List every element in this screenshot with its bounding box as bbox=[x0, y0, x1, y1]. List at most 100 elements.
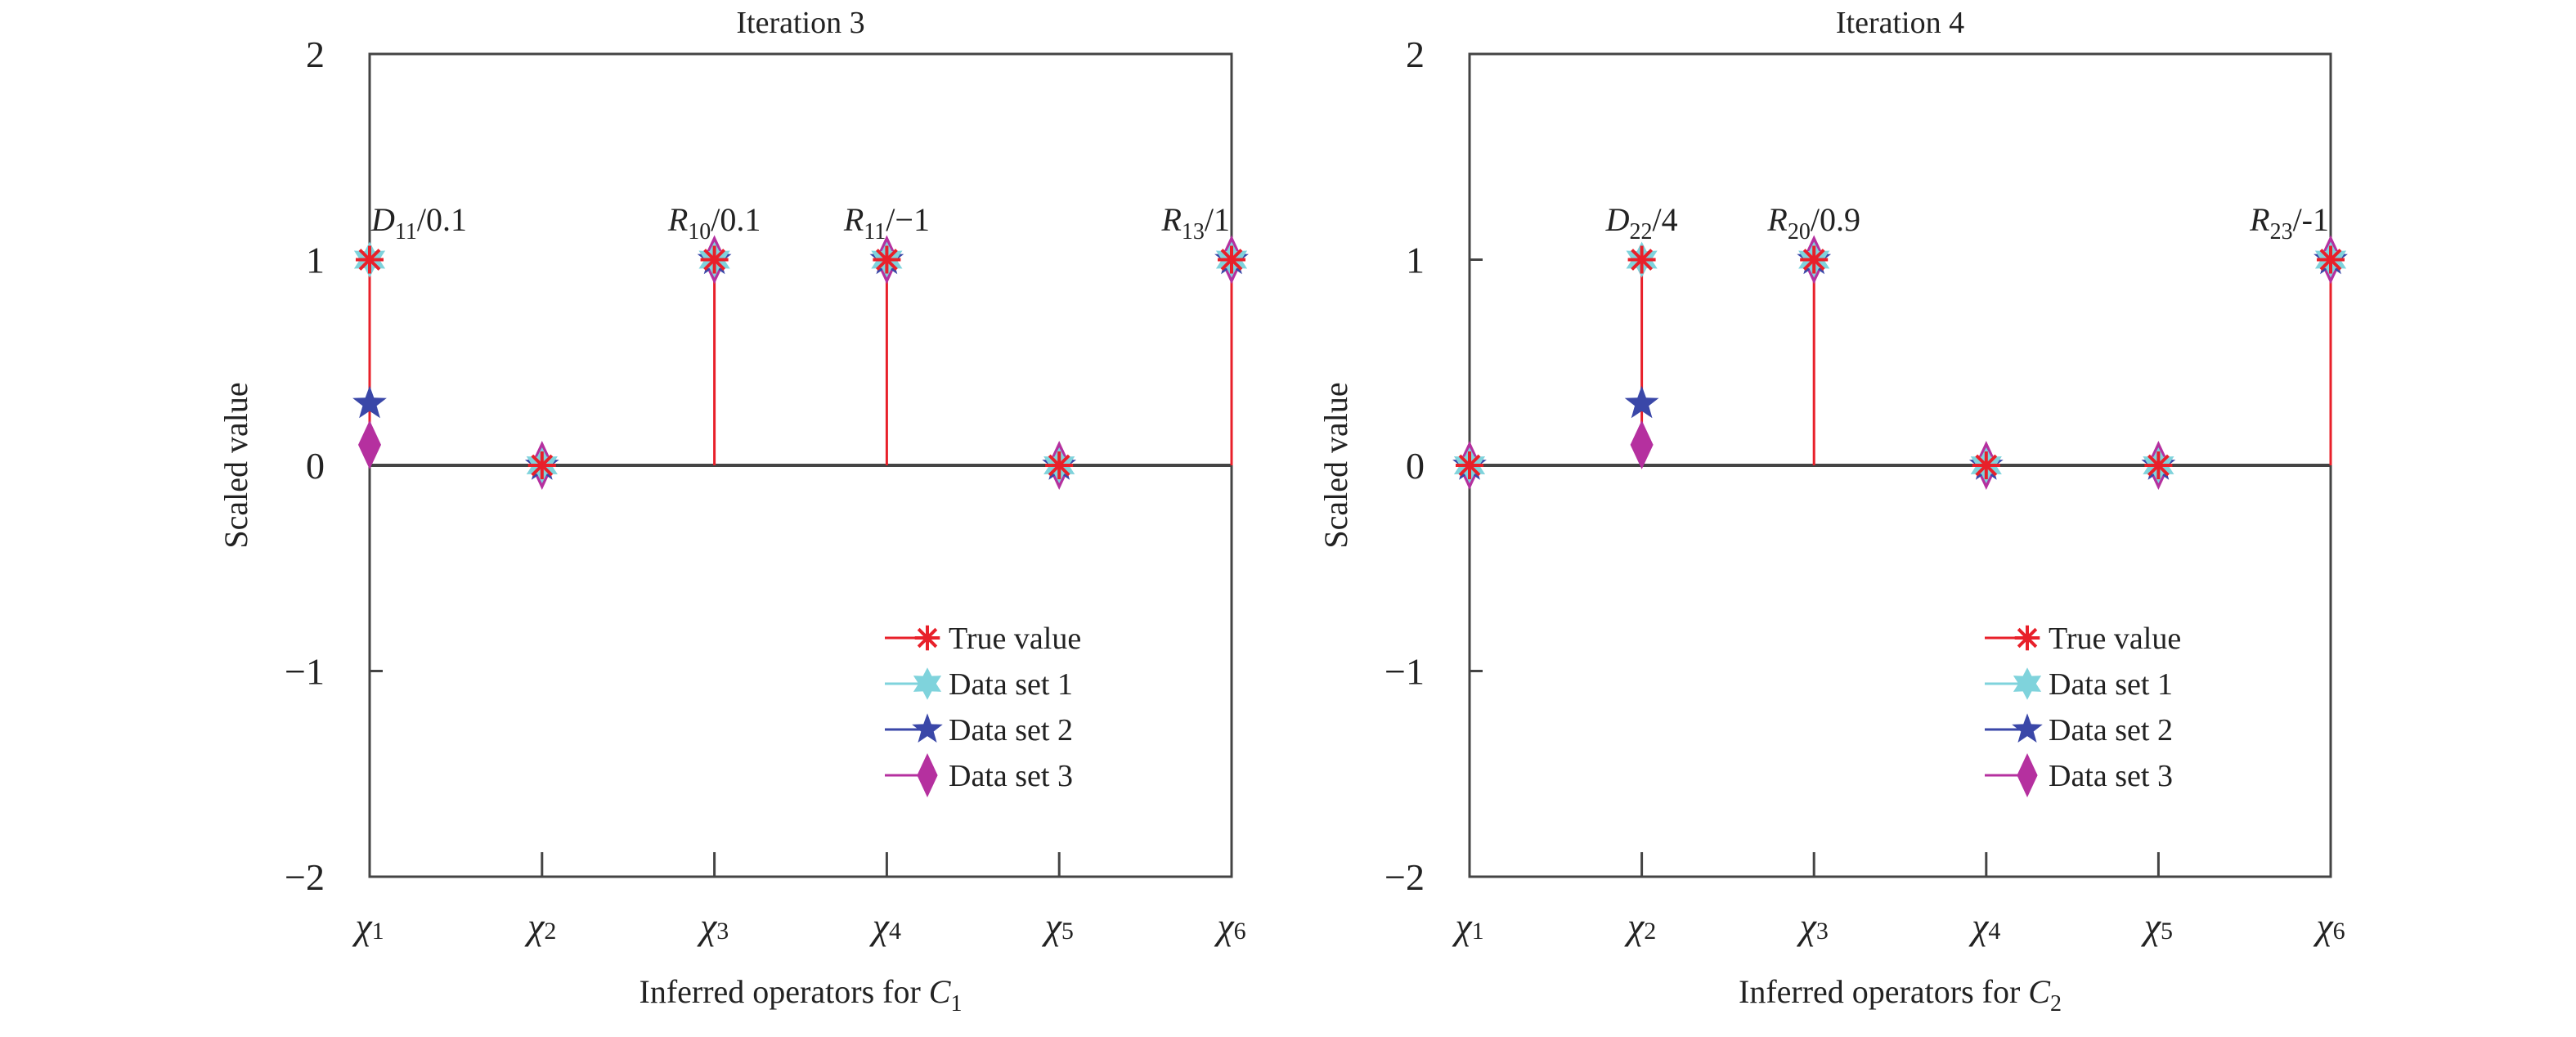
legend-label: Data set 2 bbox=[2049, 713, 2173, 747]
asterisk-stroke bbox=[2147, 454, 2170, 477]
legend-label: Data set 3 bbox=[949, 759, 1073, 793]
asterisk-marker bbox=[356, 245, 384, 274]
asterisk-stroke bbox=[1048, 454, 1070, 477]
legend-item: True value bbox=[885, 622, 1081, 656]
asterisk-marker bbox=[1800, 245, 1829, 274]
text-part: 11 bbox=[395, 219, 417, 245]
text-part: 6 bbox=[1234, 918, 1246, 945]
y-tick-label: 1 bbox=[1406, 240, 1425, 281]
text-part: R bbox=[667, 201, 688, 238]
y-axis-label: Scaled value bbox=[218, 382, 254, 548]
legend-label: True value bbox=[2049, 622, 2181, 656]
x-tick-label: χ6 bbox=[1214, 905, 1245, 947]
asterisk-marker bbox=[700, 245, 729, 274]
legend: True value Data set 1 Data set 2 Data set 3 bbox=[1985, 622, 2181, 797]
asterisk-marker bbox=[2317, 245, 2345, 274]
point-annotation: R23/-1 bbox=[2249, 201, 2329, 245]
asterisk-marker bbox=[527, 451, 556, 479]
y-tick-label: 0 bbox=[306, 445, 325, 487]
legend-item: True value bbox=[1985, 622, 2181, 656]
text-part: χ bbox=[1042, 905, 1063, 947]
text-part: 1 bbox=[1472, 918, 1484, 945]
diamond-marker bbox=[2017, 753, 2038, 797]
legend-label: Data set 2 bbox=[949, 713, 1073, 747]
series-3 bbox=[352, 241, 1249, 480]
asterisk-marker bbox=[1627, 245, 1656, 274]
text-part: 2 bbox=[1644, 918, 1656, 945]
text-part: χ bbox=[352, 905, 373, 947]
text-part: 3 bbox=[716, 918, 729, 945]
text-part: /-1 bbox=[2293, 201, 2329, 238]
legend-label: Data set 1 bbox=[2049, 667, 2173, 702]
text-part: χ bbox=[1452, 905, 1473, 947]
text-part: χ bbox=[697, 905, 718, 947]
text-part: 2 bbox=[2050, 991, 2062, 1017]
text-part: Inferred operators for bbox=[1739, 973, 2028, 1010]
asterisk-marker bbox=[2144, 451, 2173, 479]
text-part: 11 bbox=[864, 219, 886, 245]
point-annotation: R13/1 bbox=[1160, 201, 1230, 245]
hexagram-marker bbox=[913, 667, 942, 700]
text-part: R bbox=[2249, 201, 2269, 238]
text-part: 20 bbox=[1788, 219, 1811, 245]
text-part: R bbox=[1160, 201, 1181, 238]
text-part: 5 bbox=[1061, 918, 1074, 945]
asterisk-marker bbox=[2014, 625, 2040, 651]
text-part: χ bbox=[524, 905, 545, 947]
text-part: Inferred operators for bbox=[640, 973, 929, 1010]
y-tick-label: 2 bbox=[1406, 34, 1425, 75]
series-1 bbox=[1456, 245, 2345, 479]
text-part: R bbox=[843, 201, 864, 238]
asterisk-stroke bbox=[2017, 627, 2038, 649]
series-4 bbox=[1458, 235, 2342, 490]
text-part: R bbox=[1766, 201, 1787, 238]
text-part: 3 bbox=[1816, 918, 1829, 945]
hexagram-marker bbox=[2013, 667, 2042, 700]
text-part: /0.1 bbox=[711, 201, 761, 238]
asterisk-stroke bbox=[358, 249, 381, 271]
asterisk-marker bbox=[873, 245, 901, 274]
text-part: χ bbox=[1797, 905, 1818, 947]
x-tick-label: χ2 bbox=[1624, 905, 1656, 947]
text-part: 4 bbox=[1988, 918, 2000, 945]
pentagram-marker bbox=[912, 713, 943, 743]
text-part: χ bbox=[1968, 905, 1990, 947]
text-part: D bbox=[1605, 201, 1630, 238]
text-part: 2 bbox=[544, 918, 556, 945]
point-annotation: R20/0.9 bbox=[1766, 201, 1860, 245]
asterisk-marker bbox=[1456, 451, 1483, 479]
legend-label: Data set 1 bbox=[949, 667, 1073, 702]
x-tick-label: χ4 bbox=[1968, 905, 2000, 947]
text-part: χ bbox=[869, 905, 891, 947]
asterisk-marker bbox=[914, 625, 940, 651]
legend-item: Data set 1 bbox=[1985, 667, 2173, 702]
series-2 bbox=[353, 241, 1248, 483]
asterisk-stroke bbox=[1458, 454, 1481, 477]
text-part: 22 bbox=[1629, 219, 1652, 245]
pentagram-marker bbox=[1624, 385, 1659, 419]
pentagram-marker bbox=[352, 385, 387, 419]
x-axis-label: Inferred operators for C1 bbox=[640, 973, 963, 1017]
legend-item: Data set 2 bbox=[885, 713, 1073, 747]
text-part: /0.1 bbox=[417, 201, 467, 238]
legend-label: True value bbox=[949, 622, 1081, 656]
text-part: 1 bbox=[950, 991, 962, 1017]
asterisk-stroke bbox=[2319, 249, 2342, 271]
text-part: C bbox=[929, 973, 952, 1010]
point-annotation: D22/4 bbox=[1605, 201, 1678, 245]
y-tick-label: −2 bbox=[1384, 856, 1425, 898]
y-tick-label: 2 bbox=[306, 34, 325, 75]
asterisk-stroke bbox=[1220, 249, 1243, 271]
asterisk-stroke bbox=[1631, 249, 1654, 271]
series-2 bbox=[1453, 241, 2347, 483]
asterisk-marker bbox=[1045, 451, 1074, 479]
diamond-marker bbox=[1630, 420, 1654, 469]
series-3 bbox=[1452, 241, 2348, 480]
x-tick-label: χ4 bbox=[869, 905, 901, 947]
x-tick-label: χ5 bbox=[2141, 905, 2173, 947]
asterisk-stroke bbox=[1975, 454, 1998, 477]
x-tick-label: χ5 bbox=[1042, 905, 1074, 947]
legend-item: Data set 3 bbox=[1985, 753, 2173, 797]
